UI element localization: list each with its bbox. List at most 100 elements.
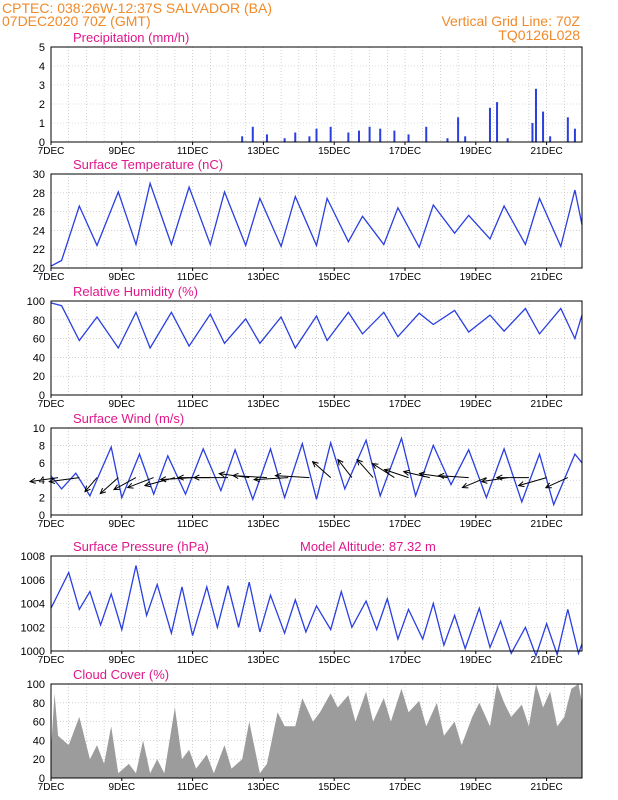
precipitation-bar [457,117,460,142]
precipitation-bar [294,132,297,142]
panel-frame [50,300,583,396]
x-tick-label: 15DEC [318,655,350,666]
wind-arrow-head [371,462,379,469]
precipitation-bar [488,107,491,142]
y-tick-label: 4 [39,61,45,73]
x-tick-label: 13DEC [247,655,279,666]
run-code: TQ0126L028 [498,27,580,43]
y-tick-label: 0 [39,773,45,785]
wind-arrow-head [177,474,184,481]
panel-title: Relative Humidity (%) [73,284,198,299]
series-line [50,181,583,267]
wind-arrow-head [402,469,410,476]
x-tick-label: 9DEC [108,272,135,283]
precipitation-bar [283,138,286,142]
y-tick-label: 20 [33,754,45,766]
series-line [50,565,583,658]
x-tick-label: 7DEC [38,146,65,157]
wind-arrow-head [356,458,363,466]
wind-arrow [337,459,353,478]
x-tick-label: 17DEC [389,655,421,666]
wind-arrow-head [99,487,107,495]
precipitation-bar [496,102,499,142]
wind-arrow-head [218,471,226,478]
y-tick-label: 28 [33,188,45,200]
y-tick-label: 20 [33,263,45,275]
precipitation-bar [357,130,360,142]
x-tick-label: 15DEC [318,519,350,530]
wind-arrow-head [418,471,426,478]
wind-arrow-head [383,468,391,475]
x-tick-label: 7DEC [38,519,65,530]
y-tick-label: 24 [33,225,45,237]
precipitation-bar [315,128,318,142]
wind-arrow [462,477,487,489]
precipitation-bar [425,126,428,142]
wind-arrow [113,477,137,491]
wind-arrow [275,475,310,479]
y-tick-label: 80 [33,698,45,710]
panel-frame [50,46,583,143]
x-tick-label: 7DEC [38,272,65,283]
x-tick-label: 21DEC [530,146,562,157]
y-tick-label: 4 [39,475,45,487]
wind-arrow [384,469,409,479]
precipitation-bar [265,134,268,142]
wind-arrow [30,477,59,483]
x-tick-label: 13DEC [247,399,279,410]
precipitation-bar [251,126,254,142]
wind-arrow-head [337,458,344,466]
wind-arrow-head [544,482,552,489]
cloud-cover-area [51,684,582,778]
y-tick-label: 1006 [21,575,45,587]
y-tick-label: 60 [33,334,45,346]
precipitation-bar [573,128,576,142]
wind-arrow [438,475,469,479]
wind-arrow-head [311,460,319,468]
wind-arrow [372,463,395,479]
wind-arrow-head [126,482,134,489]
panel-annotation: Model Altitude: 87.32 m [300,539,436,554]
y-tick-label: 3 [39,80,45,92]
precipitation-bar [347,132,350,142]
x-tick-label: 21DEC [530,655,562,666]
wind-arrow [312,461,331,478]
y-tick-label: 1 [39,118,45,130]
wind-arrow-head [517,481,525,488]
precipitation-bar [368,126,371,142]
x-tick-label: 21DEC [530,519,562,530]
y-tick-label: 0 [39,137,45,149]
wind-arrow [254,477,289,481]
wind-arrow-head [159,476,167,483]
panel-frame [50,555,583,652]
precipitation-bar [241,136,244,142]
x-tick-label: 7DEC [38,399,65,410]
y-tick-label: 40 [33,352,45,364]
precipitation-bar [542,111,545,142]
precipitation-bar [446,138,449,142]
x-tick-label: 17DEC [389,519,421,530]
x-tick-label: 9DEC [108,146,135,157]
panel-frame [50,427,583,516]
panel-title: Surface Temperature (nC) [73,157,223,172]
precipitation-bar [393,130,396,142]
wind-arrow-head [192,474,200,481]
x-tick-label: 9DEC [108,782,135,793]
y-tick-label: 1008 [21,551,45,563]
x-tick-label: 9DEC [108,399,135,410]
x-tick-label: 15DEC [318,272,350,283]
x-tick-label: 11DEC [177,655,209,666]
y-tick-label: 60 [33,717,45,729]
x-tick-label: 11DEC [177,272,209,283]
x-tick-label: 7DEC [38,655,65,666]
x-tick-label: 19DEC [460,782,492,793]
x-tick-label: 13DEC [247,782,279,793]
x-tick-label: 9DEC [108,519,135,530]
chart-header: CPTEC: 038:26W-12:37S SALVADOR (BA) 07DE… [0,0,618,46]
wind-arrow [545,477,569,489]
wind-arrow-head [461,482,469,489]
panel-frame [50,683,583,779]
precipitation-bar [506,138,509,142]
panel-title: Surface Wind (m/s) [73,411,184,426]
